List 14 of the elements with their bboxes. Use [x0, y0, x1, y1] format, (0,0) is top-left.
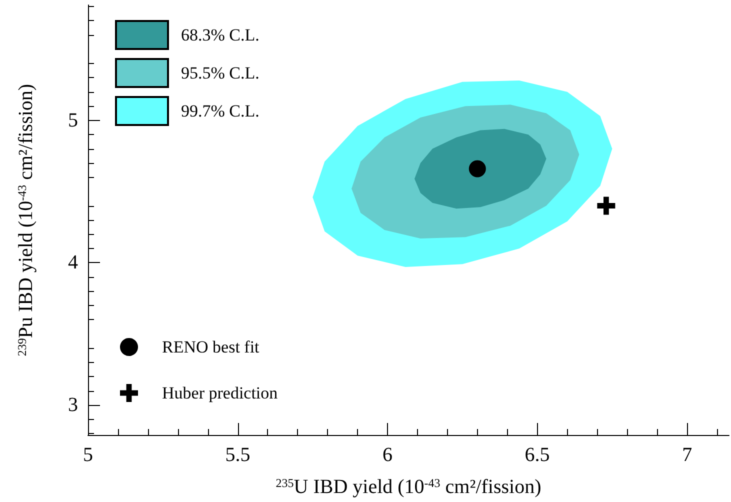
- y-axis-title: 239Pu IBD yield (10-43 cm²/fission): [15, 84, 37, 356]
- x-tick-label: 5.5: [225, 444, 250, 466]
- legend-label: Huber prediction: [162, 384, 278, 402]
- x-tick-label: 5: [83, 444, 93, 466]
- x-tick-label: 7: [682, 444, 692, 466]
- x-tick-label: 6: [382, 444, 393, 466]
- y-tick-label: 5: [68, 109, 78, 132]
- y-tick-label: 3: [68, 394, 78, 416]
- x-tick-label: 6.5: [524, 444, 550, 466]
- legend-label: 68.3% C.L.: [181, 26, 260, 44]
- y-tick-label: 4: [68, 252, 78, 274]
- legend-label: RENO best fit: [162, 338, 260, 356]
- legend-label: 95.5% C.L.: [181, 64, 260, 82]
- legend-label: 99.7% C.L.: [181, 102, 260, 120]
